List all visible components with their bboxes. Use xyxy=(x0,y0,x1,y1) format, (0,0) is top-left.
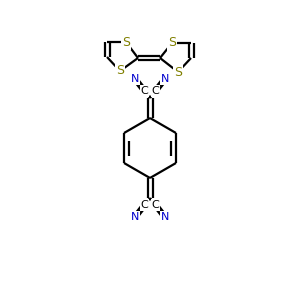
Text: C: C xyxy=(141,86,148,96)
Text: S: S xyxy=(122,35,130,49)
Text: C: C xyxy=(141,200,148,210)
Text: N: N xyxy=(131,212,140,222)
Text: C: C xyxy=(152,86,159,96)
Text: N: N xyxy=(131,74,140,84)
Text: N: N xyxy=(160,74,169,84)
Text: S: S xyxy=(116,64,124,77)
Text: N: N xyxy=(160,212,169,222)
Text: S: S xyxy=(174,65,182,79)
Text: S: S xyxy=(168,37,176,50)
Text: C: C xyxy=(152,200,159,210)
